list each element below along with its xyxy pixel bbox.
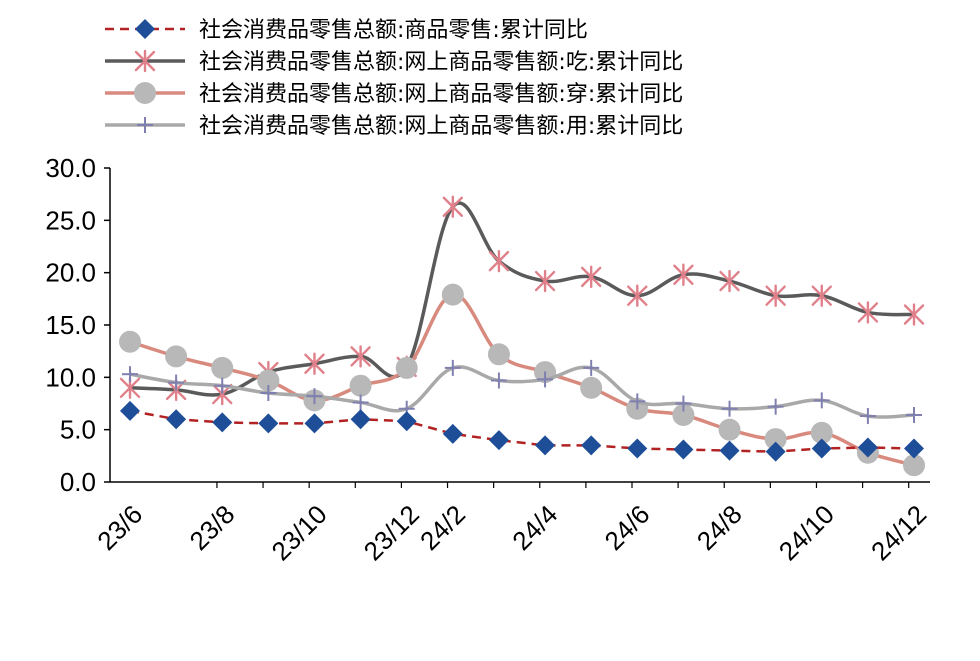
legend-label: 社会消费品零售总额:网上商品零售额:吃:累计同比 — [199, 50, 683, 75]
x-tick-label: 24/4 — [506, 499, 563, 556]
legend-label: 社会消费品零售总额:网上商品零售额:穿:累计同比 — [199, 82, 683, 107]
data-point — [765, 441, 786, 462]
data-point — [350, 345, 371, 368]
data-point — [673, 439, 694, 460]
data-point — [488, 249, 510, 273]
data-point — [487, 343, 510, 366]
data-point — [166, 409, 187, 430]
data-point — [260, 385, 277, 402]
data-point — [719, 440, 740, 461]
y-tick-label: 20.0 — [45, 258, 96, 288]
legend-entry: 社会消费品零售总额:商品零售:累计同比 — [105, 18, 588, 43]
data-point — [813, 392, 830, 409]
data-point — [672, 404, 695, 427]
data-point — [765, 284, 786, 307]
data-point — [583, 359, 600, 376]
data-point — [165, 345, 188, 368]
data-point — [442, 423, 463, 444]
data-point — [349, 374, 372, 397]
data-point — [120, 400, 140, 421]
data-point — [857, 301, 879, 324]
y-tick-label: 10.0 — [45, 362, 96, 392]
data-point — [352, 394, 369, 411]
data-point — [211, 356, 234, 379]
y-tick-label: 0.0 — [60, 467, 96, 497]
data-point — [904, 438, 924, 459]
y-tick-label: 30.0 — [45, 153, 96, 183]
data-point — [134, 49, 156, 73]
data-point — [395, 356, 418, 379]
data-point — [490, 372, 507, 389]
data-point — [534, 269, 556, 293]
data-point — [906, 407, 922, 424]
data-point — [122, 366, 138, 383]
data-point — [627, 438, 648, 459]
legend-entry: 社会消费品零售总额:网上商品零售额:用:累计同比 — [105, 114, 683, 139]
data-point — [764, 428, 787, 451]
data-point — [212, 412, 233, 433]
data-point — [903, 303, 925, 326]
y-tick-label: 25.0 — [45, 205, 96, 235]
legend-entry: 社会消费品零售总额:网上商品零售额:穿:累计同比 — [105, 82, 683, 107]
data-point — [214, 377, 231, 394]
data-point — [488, 430, 509, 451]
x-tick-label: 23/10 — [265, 499, 332, 566]
series-3 — [122, 359, 922, 425]
legend-entry: 社会消费品零售总额:网上商品零售额:吃:累计同比 — [105, 49, 683, 75]
data-point — [535, 435, 556, 456]
series-group — [119, 195, 925, 477]
data-point — [673, 263, 694, 286]
series-0 — [120, 400, 924, 462]
data-point — [306, 388, 323, 405]
data-point — [442, 195, 464, 218]
data-point — [580, 265, 602, 289]
data-point — [444, 359, 461, 376]
legend-label: 社会消费品零售总额:网上商品零售额:用:累计同比 — [199, 114, 683, 139]
y-tick-label: 15.0 — [45, 310, 96, 340]
data-point — [257, 369, 280, 392]
data-point — [859, 408, 876, 425]
x-tick-label: 24/10 — [773, 499, 840, 566]
y-tick-label: 5.0 — [60, 415, 96, 445]
x-tick-label: 24/8 — [691, 499, 748, 556]
data-point — [304, 413, 325, 434]
data-point — [396, 411, 417, 432]
y-ticks: 0.0 5.0 10.0 15.0 20.0 25.0 30.0 — [45, 153, 110, 497]
series-line — [129, 409, 915, 453]
legend: 社会消费品零售总额:商品零售:累计同比社会消费品零售总额:网上商品零售额:吃:累… — [105, 18, 683, 139]
data-point — [767, 398, 784, 415]
x-tick-label: 24/12 — [865, 499, 932, 566]
data-point — [441, 283, 464, 306]
data-point — [135, 19, 155, 39]
data-point — [810, 421, 833, 444]
data-point — [580, 376, 603, 399]
data-point — [119, 330, 141, 353]
data-point — [629, 393, 646, 410]
data-point — [168, 374, 185, 391]
data-point — [304, 352, 325, 375]
data-point — [258, 413, 279, 434]
data-point — [627, 284, 648, 307]
data-point — [857, 437, 878, 458]
data-point — [811, 284, 832, 307]
data-point — [718, 418, 741, 441]
data-point — [721, 400, 738, 417]
data-point — [134, 82, 156, 104]
data-point — [719, 269, 740, 293]
legend-label: 社会消费品零售总额:商品零售:累计同比 — [199, 18, 588, 43]
data-point — [675, 395, 692, 412]
data-point — [581, 435, 602, 456]
data-point — [350, 409, 371, 430]
x-tick-label: 24/6 — [599, 499, 656, 556]
x-tick-label: 23/6 — [91, 499, 148, 556]
data-point — [903, 454, 925, 477]
x-tick-label: 24/2 — [414, 499, 471, 556]
data-point — [137, 117, 153, 133]
data-point — [811, 438, 832, 459]
x-tick-label: 23/8 — [183, 499, 240, 556]
data-point — [537, 371, 554, 388]
